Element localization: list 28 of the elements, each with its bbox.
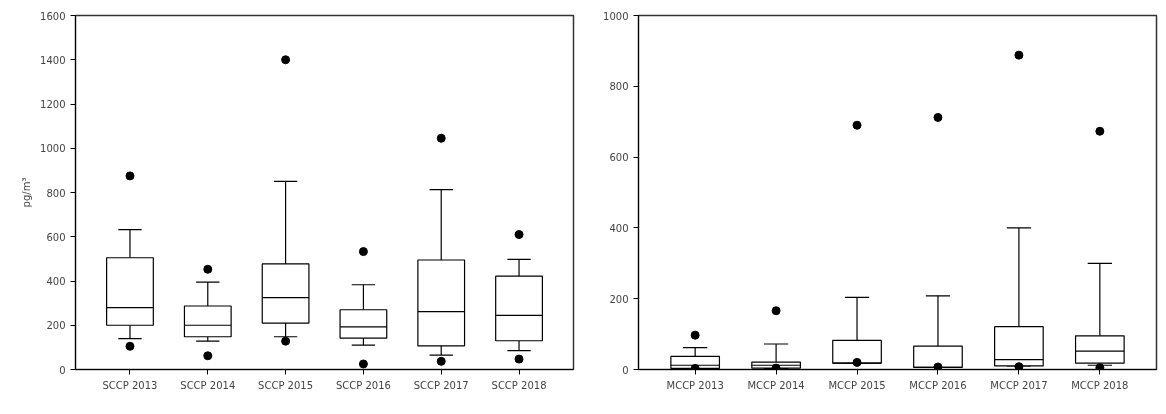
y-tick-label: 600	[609, 152, 629, 164]
x-tick-label: MCCP 2018	[1071, 379, 1129, 391]
x-tick-label: MCCP 2017	[990, 379, 1048, 391]
x-tick-label: SCCP 2017	[413, 379, 469, 391]
x-tick-label: MCCP 2013	[666, 379, 724, 391]
x-tick-label: SCCP 2013	[102, 379, 158, 391]
y-tick-label: 1000	[40, 143, 66, 155]
y-tick-label: 800	[609, 81, 629, 93]
y-tick-label: 600	[46, 231, 66, 243]
y-tick-label: 400	[46, 276, 66, 287]
x-tick-label: MCCP 2015	[828, 379, 886, 391]
y-tick-label: 1400	[40, 54, 66, 66]
x-tick-label: SCCP 2016	[335, 379, 391, 391]
y-axis-title: pg/m³	[21, 177, 33, 208]
y-tick-label: 1000	[603, 10, 629, 22]
y-tick-label: 800	[46, 187, 66, 199]
x-tick-label: MCCP 2016	[909, 379, 967, 391]
y-tick-label: 200	[46, 320, 66, 332]
x-tick-label: SCCP 2015	[258, 379, 314, 391]
y-tick-label: 0	[59, 364, 66, 376]
y-tick-label: 1200	[40, 99, 66, 110]
y-tick-label: 1600	[40, 10, 66, 22]
x-tick-label: SCCP 2018	[491, 379, 547, 391]
x-tick-label: MCCP 2014	[747, 379, 805, 391]
x-tick-label: SCCP 2014	[180, 379, 236, 391]
y-tick-label: 400	[609, 222, 629, 234]
y-tick-label: 200	[609, 293, 629, 305]
y-tick-label: 0	[622, 364, 629, 376]
